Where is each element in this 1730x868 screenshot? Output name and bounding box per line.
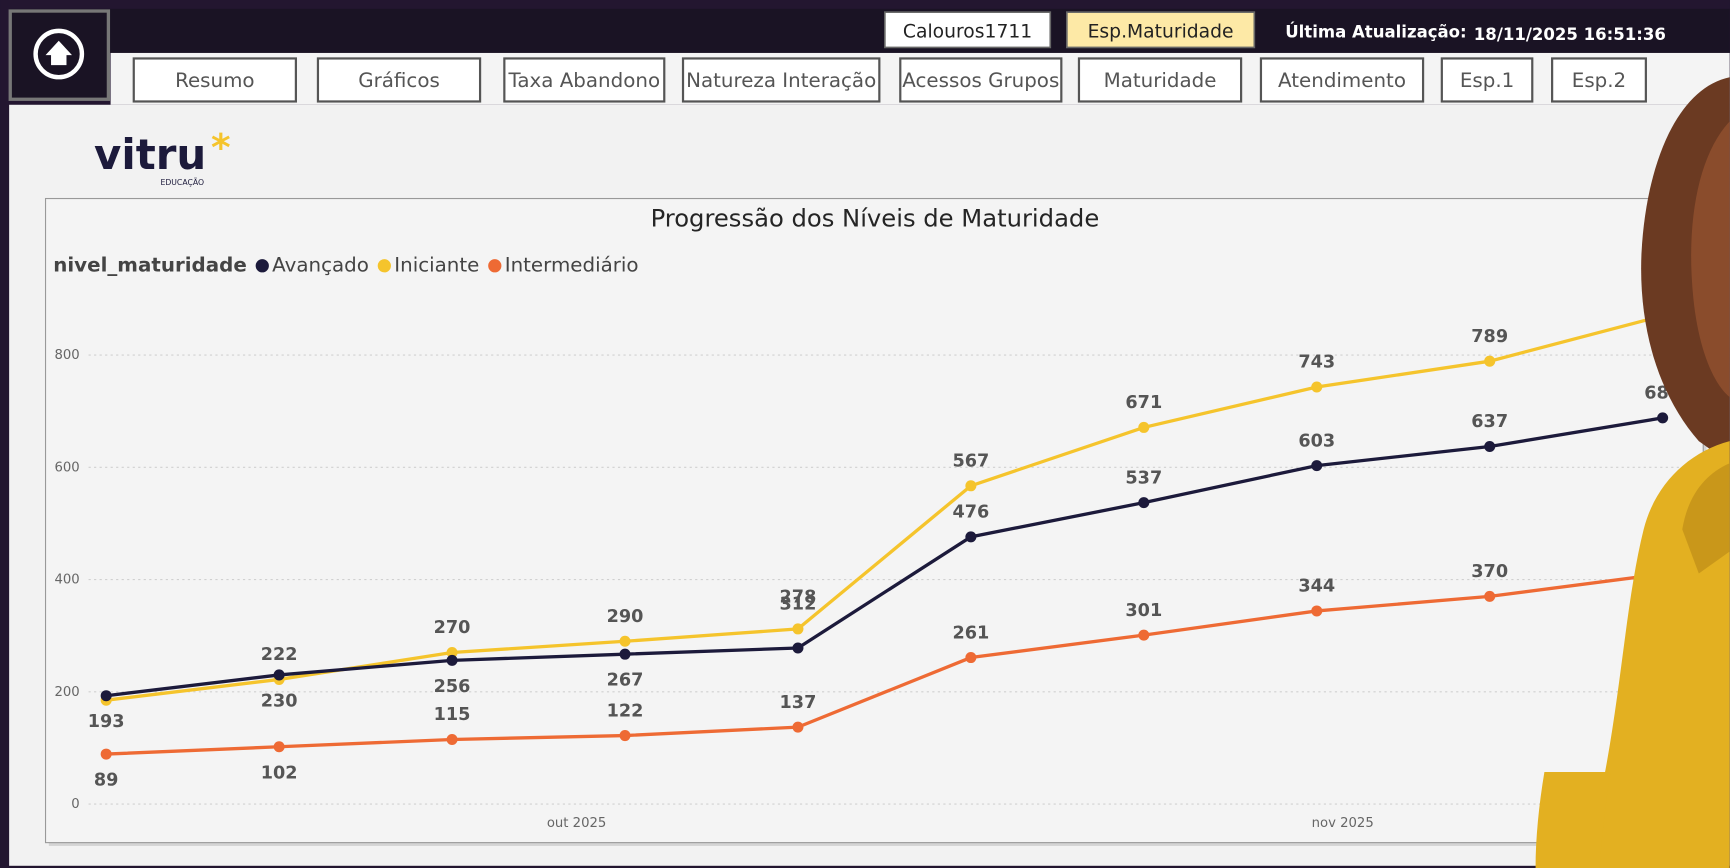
data-point <box>619 636 630 647</box>
data-label: 193 <box>88 712 125 732</box>
data-label: 230 <box>261 691 298 711</box>
data-point <box>792 623 803 634</box>
data-label: 370 <box>1471 562 1508 582</box>
update-label: Última Atualização: <box>1285 23 1466 42</box>
data-point <box>1484 441 1495 452</box>
page: Calouros1711 Esp.Maturidade Última Atualiz… <box>0 0 1730 868</box>
nav-button[interactable]: Gráficos <box>318 58 480 101</box>
data-label: 789 <box>1471 327 1508 347</box>
data-point <box>792 642 803 653</box>
nav-label: Gráficos <box>358 69 440 92</box>
data-label: 637 <box>1471 412 1508 432</box>
data-point <box>101 749 112 760</box>
data-label: 102 <box>261 763 298 783</box>
data-point <box>1311 605 1322 616</box>
dashboard: Calouros1711 Esp.Maturidade Última Atualiz… <box>0 0 1730 868</box>
nav-label: Maturidade <box>1104 69 1217 92</box>
data-label: 567 <box>952 452 989 472</box>
y-tick-label: 600 <box>54 460 79 475</box>
data-label: 671 <box>1125 393 1162 413</box>
nav-button[interactable]: Esp.1 <box>1442 58 1532 101</box>
top-bar <box>9 9 1730 53</box>
data-label: 261 <box>952 623 989 643</box>
nav-label: Esp.2 <box>1572 69 1626 92</box>
nav-label: Esp.1 <box>1460 69 1514 92</box>
y-tick-label: 200 <box>54 685 79 700</box>
update-value: 18/11/2025 16:51:36 <box>1474 25 1666 44</box>
nav-label: Atendimento <box>1278 69 1406 92</box>
data-point <box>274 741 285 752</box>
data-point <box>274 669 285 680</box>
data-point <box>447 655 458 666</box>
data-label: 267 <box>607 671 644 691</box>
nav-button[interactable]: Maturidade <box>1079 58 1241 101</box>
data-point <box>792 722 803 733</box>
legend-label: Intermediário <box>505 253 639 276</box>
data-point <box>447 734 458 745</box>
legend-label: Iniciante <box>394 253 479 276</box>
logo-mark: * <box>211 125 231 169</box>
legend-marker <box>256 259 269 272</box>
legend: nivel_maturidade Avançado Iniciante Interme… <box>53 253 638 276</box>
data-label: 278 <box>780 587 817 607</box>
nav-label: Acessos Grupos <box>902 69 1059 92</box>
legend-label: Avançado <box>272 253 369 276</box>
data-point <box>101 690 112 701</box>
y-tick-label: 400 <box>54 573 79 588</box>
data-label: 89 <box>94 771 119 791</box>
home-button[interactable] <box>10 11 108 99</box>
logo-subtitle: EDUCAÇÃO <box>160 178 204 187</box>
data-point <box>1484 591 1495 602</box>
nav-button[interactable]: Acessos Grupos <box>900 58 1061 101</box>
data-point <box>1138 422 1149 433</box>
tab-label: Calouros1711 <box>903 21 1032 42</box>
data-point <box>965 531 976 542</box>
nav-button[interactable]: Resumo <box>134 58 296 101</box>
nav-button[interactable]: Taxa Abandono <box>504 58 664 101</box>
data-label: 301 <box>1125 601 1162 621</box>
data-point <box>1484 356 1495 367</box>
x-tick-label: nov 2025 <box>1312 816 1374 831</box>
legend-marker <box>488 259 501 272</box>
y-tick-label: 0 <box>71 797 79 812</box>
logo-name: vitru <box>94 130 206 179</box>
nav-label: Natureza Interação <box>686 69 876 92</box>
data-point <box>1311 381 1322 392</box>
x-tick-label: out 2025 <box>547 816 607 831</box>
data-label: 270 <box>434 618 471 638</box>
nav-button[interactable]: Natureza Interação <box>683 58 879 101</box>
data-label: 537 <box>1125 468 1162 488</box>
data-label: 222 <box>261 645 298 665</box>
data-point <box>619 649 630 660</box>
data-label: 476 <box>952 503 989 523</box>
top-tab[interactable]: Calouros1711 <box>885 12 1050 47</box>
data-label: 743 <box>1298 353 1335 373</box>
data-point <box>965 652 976 663</box>
nav-button[interactable]: Esp.2 <box>1552 58 1646 101</box>
data-label: 603 <box>1298 431 1335 451</box>
nav-button[interactable]: Atendimento <box>1261 58 1423 101</box>
data-label: 256 <box>434 677 471 697</box>
tab-label: Esp.Maturidade <box>1088 21 1234 42</box>
data-point <box>1657 412 1668 423</box>
data-label: 115 <box>434 705 471 725</box>
data-label: 137 <box>780 693 817 713</box>
nav-label: Resumo <box>175 69 255 92</box>
y-tick-label: 800 <box>54 348 79 363</box>
data-label: 290 <box>607 607 644 627</box>
nav-label: Taxa Abandono <box>508 69 661 92</box>
data-point <box>1311 460 1322 471</box>
legend-title: nivel_maturidade <box>53 253 247 276</box>
chart-title: Progressão dos Níveis de Maturidade <box>651 203 1100 232</box>
data-point <box>965 480 976 491</box>
data-point <box>1138 630 1149 641</box>
legend-marker <box>378 259 391 272</box>
data-point <box>619 730 630 741</box>
top-tab[interactable]: Esp.Maturidade <box>1067 12 1254 47</box>
data-point <box>1138 497 1149 508</box>
data-label: 122 <box>607 701 644 721</box>
data-label: 344 <box>1298 577 1335 597</box>
